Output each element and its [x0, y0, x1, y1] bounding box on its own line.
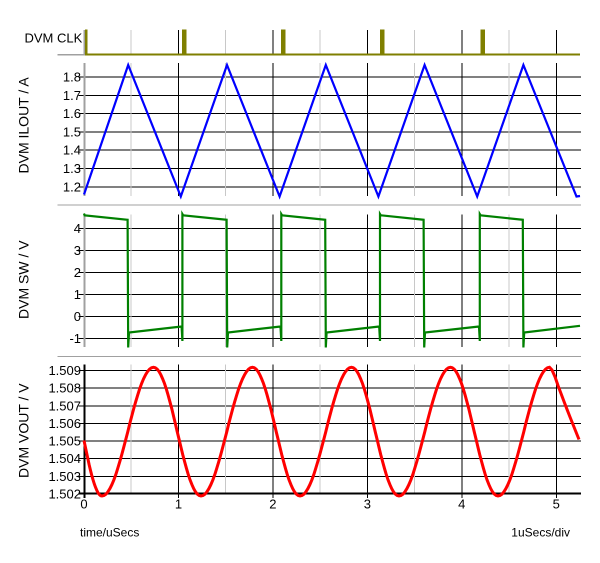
svg-text:1.5: 1.5 [63, 124, 81, 139]
svg-text:1.6: 1.6 [63, 106, 81, 121]
svg-text:DVM CLK: DVM CLK [25, 31, 83, 46]
svg-text:1.505: 1.505 [48, 434, 81, 449]
svg-text:1.8: 1.8 [63, 70, 81, 85]
svg-text:1.508: 1.508 [48, 381, 81, 396]
svg-text:DVM VOUT / V: DVM VOUT / V [16, 383, 32, 478]
svg-text:1.506: 1.506 [48, 416, 81, 431]
svg-text:3: 3 [364, 497, 371, 512]
svg-text:1.7: 1.7 [63, 88, 81, 103]
svg-text:1.2: 1.2 [63, 179, 81, 194]
svg-text:1.502: 1.502 [48, 486, 81, 501]
svg-text:1uSecs/div: 1uSecs/div [511, 526, 570, 540]
svg-text:1.509: 1.509 [48, 363, 81, 378]
svg-text:1.4: 1.4 [63, 143, 81, 158]
svg-text:1.504: 1.504 [48, 451, 81, 466]
svg-text:1.507: 1.507 [48, 398, 81, 413]
svg-text:1.503: 1.503 [48, 469, 81, 484]
svg-text:2: 2 [269, 497, 276, 512]
svg-text:DVM SW / V: DVM SW / V [16, 240, 32, 319]
svg-text:0: 0 [74, 309, 81, 324]
svg-text:-1: -1 [69, 331, 81, 346]
svg-text:1.3: 1.3 [63, 161, 81, 176]
svg-text:1: 1 [74, 287, 81, 302]
svg-text:4: 4 [74, 221, 81, 236]
svg-text:DVM ILOUT / A: DVM ILOUT / A [16, 77, 32, 174]
svg-text:1: 1 [175, 497, 182, 512]
svg-text:5: 5 [553, 497, 560, 512]
svg-text:time/uSecs: time/uSecs [80, 526, 139, 540]
svg-text:2: 2 [74, 265, 81, 280]
svg-text:0: 0 [80, 497, 87, 512]
svg-text:3: 3 [74, 243, 81, 258]
svg-text:4: 4 [458, 497, 465, 512]
